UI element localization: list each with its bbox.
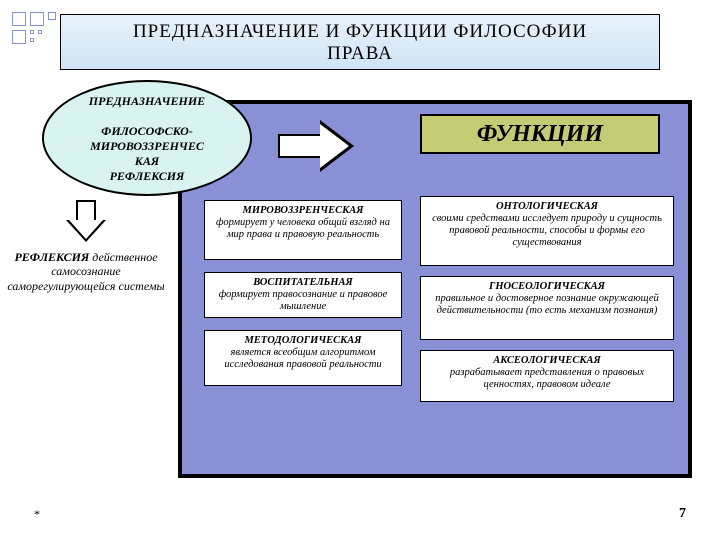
reflexia-bold: РЕФЛЕКСИЯ (14, 250, 89, 264)
box-educational: ВОСПИТАТЕЛЬНАЯ формирует правосознание и… (204, 272, 402, 318)
right-arrow-icon (278, 120, 358, 174)
box-worldview: МИРОВОЗЗРЕНЧЕСКАЯ формирует у человека о… (204, 200, 402, 260)
box-body: правильное и достоверное познание окружа… (435, 293, 659, 316)
box-body: своими средствами исследует природу и су… (432, 213, 662, 248)
box-header: АКСЕОЛОГИЧЕСКАЯ (427, 355, 667, 367)
box-axiological: АКСЕОЛОГИЧЕСКАЯ разрабатывает представле… (420, 350, 674, 402)
box-body: разрабатывает представления о правовых ц… (450, 367, 644, 390)
functions-title-text: ФУНКЦИИ (477, 121, 603, 147)
box-ontological: ОНТОЛОГИЧЕСКАЯ своими средствами исследу… (420, 196, 674, 266)
box-body: формирует у человека общий взгляд на мир… (216, 217, 390, 240)
down-arrow-icon (66, 200, 106, 244)
box-header: ГНОСЕОЛОГИЧЕСКАЯ (427, 281, 667, 293)
box-body: формирует правосознание и правовое мышле… (219, 289, 388, 312)
footer-asterisk: * (34, 507, 40, 522)
box-header: ВОСПИТАТЕЛЬНАЯ (211, 277, 395, 289)
box-gnoseological: ГНОСЕОЛОГИЧЕСКАЯ правильное и достоверно… (420, 276, 674, 340)
oval-line5: КАЯ (135, 154, 159, 168)
purpose-oval: ПРЕДНАЗНАЧЕНИЕ ФИЛОСОФСКО- МИРОВОЗЗРЕНЧЕ… (42, 80, 252, 196)
box-body: является всеобщим алгоритмом исследовани… (224, 347, 381, 370)
box-header: МЕТОДОЛОГИЧЕСКАЯ (211, 335, 395, 347)
oval-line3: ФИЛОСОФСКО- (101, 124, 193, 138)
oval-line4: МИРОВОЗЗРЕНЧЕС (90, 139, 204, 153)
title-line1: ПРЕДНАЗНАЧЕНИЕ И ФУНКЦИИ ФИЛОСОФИИ (133, 21, 587, 42)
functions-title: ФУНКЦИИ (420, 114, 660, 154)
box-header: ОНТОЛОГИЧЕСКАЯ (427, 201, 667, 213)
box-header: МИРОВОЗЗРЕНЧЕСКАЯ (211, 205, 395, 217)
reflexia-caption: РЕФЛЕКСИЯ действенное самосознание самор… (6, 250, 166, 293)
page-number: 7 (679, 506, 686, 522)
slide-title: ПРЕДНАЗНАЧЕНИЕ И ФУНКЦИИ ФИЛОСОФИИ ПРАВА (60, 14, 660, 70)
oval-line1: ПРЕДНАЗНАЧЕНИЕ (89, 94, 205, 108)
title-line2: ПРАВА (61, 43, 659, 65)
oval-line6: РЕФЛЕКСИЯ (110, 169, 185, 183)
box-methodological: МЕТОДОЛОГИЧЕСКАЯ является всеобщим алгор… (204, 330, 402, 386)
